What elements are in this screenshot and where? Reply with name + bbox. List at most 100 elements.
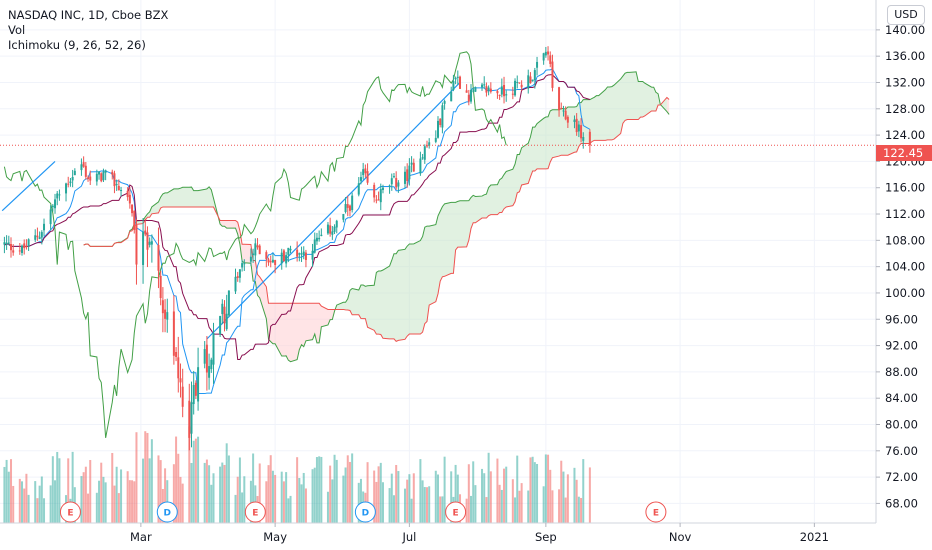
volume-bar — [177, 453, 180, 523]
volume-bar — [58, 458, 61, 523]
volume-bar — [454, 464, 457, 523]
earnings-marker[interactable] — [59, 501, 81, 523]
earnings-marker[interactable] — [645, 501, 667, 523]
candle-body — [58, 194, 61, 196]
trend-lines[interactable] — [1, 82, 461, 340]
candle-body — [221, 303, 224, 315]
candle-body — [181, 386, 184, 407]
volume-bar — [573, 467, 576, 523]
candle-body — [87, 177, 90, 180]
volume-bar — [113, 485, 116, 523]
candle-body — [549, 55, 552, 64]
trend-line[interactable] — [206, 82, 461, 340]
candle-body — [575, 118, 578, 133]
candle-body — [219, 316, 222, 335]
candle-body — [315, 237, 318, 242]
volume-bar — [397, 471, 400, 523]
candle-body — [223, 306, 226, 324]
volume-bar — [483, 473, 486, 523]
volume-indicator-label[interactable]: Vol — [8, 23, 26, 37]
candle-body — [551, 61, 554, 88]
candle-body — [49, 209, 52, 225]
candle-body — [100, 173, 103, 182]
volume-bar — [258, 463, 261, 523]
candle-body — [34, 235, 37, 240]
volume-bar — [516, 455, 519, 523]
volume-bar — [159, 460, 162, 523]
volume-bar — [359, 478, 362, 523]
volume-bar — [190, 462, 193, 523]
candle-body — [115, 184, 118, 186]
volume-bar — [439, 496, 442, 523]
base-line — [4, 74, 591, 360]
candle-body — [188, 400, 191, 438]
trend-line[interactable] — [1, 160, 56, 212]
candle-body — [533, 70, 536, 81]
currency-button[interactable]: USD — [887, 5, 925, 25]
symbol-title[interactable]: NASDAQ INC, 1D, Cboe BZX — [8, 8, 169, 22]
time-tick-label: May — [263, 530, 287, 544]
dividend-marker[interactable] — [354, 501, 376, 523]
volume-bar — [304, 488, 307, 523]
candle-body — [265, 252, 268, 260]
volume-bar — [208, 465, 211, 523]
volume-bar — [21, 481, 24, 523]
volume-bar — [71, 451, 74, 523]
candle-body — [302, 251, 305, 255]
time-axis[interactable]: Mar May Jul Sep Nov 2021 — [130, 523, 829, 544]
volume-bar — [410, 498, 413, 523]
dividend-marker[interactable] — [156, 501, 178, 523]
candle-body — [392, 176, 395, 178]
volume-bar — [441, 496, 444, 523]
candle-body — [437, 120, 439, 138]
volume-bar — [403, 488, 406, 523]
candle-body — [95, 173, 98, 182]
candle-body — [128, 194, 131, 204]
candle-body — [520, 84, 523, 88]
candle-body — [269, 261, 272, 263]
candle-body — [7, 242, 10, 244]
volume-bar — [437, 474, 439, 523]
volume-bar — [357, 482, 360, 523]
volume-bar — [456, 474, 459, 523]
volume-bar — [188, 426, 191, 523]
candle-body — [23, 243, 26, 249]
ichimoku-cloud — [83, 71, 670, 362]
candle-body — [381, 187, 384, 190]
volume-bar — [514, 497, 517, 523]
volume-bar — [287, 498, 290, 523]
volume-bar — [100, 462, 103, 523]
volume-bar — [40, 476, 43, 523]
candle-body — [133, 210, 136, 230]
volume-bar — [7, 471, 10, 523]
volume-bar — [225, 443, 228, 523]
volume-bar — [467, 464, 470, 523]
volume-bar — [197, 436, 200, 523]
volume-bar — [252, 453, 255, 523]
candle-body — [104, 170, 107, 173]
volume-bar — [267, 465, 270, 523]
volume-bar — [194, 438, 197, 523]
ichimoku-indicator-label[interactable]: Ichimoku (9, 26, 52, 26) — [8, 38, 146, 52]
volume-bar — [531, 456, 534, 523]
volume-bar — [243, 476, 246, 523]
volume-bar — [311, 469, 314, 523]
earnings-marker[interactable] — [445, 501, 467, 523]
price-axis[interactable]: 140.00136.00132.00128.00124.00120.00116.… — [876, 23, 925, 511]
candle-body — [410, 162, 413, 165]
candle-body — [566, 116, 569, 123]
volume-bar — [175, 436, 178, 523]
volume-bar — [390, 473, 393, 523]
volume-bar — [128, 480, 131, 523]
candle-body — [113, 173, 116, 187]
candle-body — [489, 88, 492, 92]
candle-body — [547, 51, 550, 55]
candle-body — [412, 162, 415, 172]
candle-body — [203, 349, 206, 364]
candle-body — [467, 94, 470, 102]
earnings-marker[interactable] — [244, 501, 266, 523]
candle-body — [390, 178, 393, 185]
candle-body — [89, 176, 92, 181]
